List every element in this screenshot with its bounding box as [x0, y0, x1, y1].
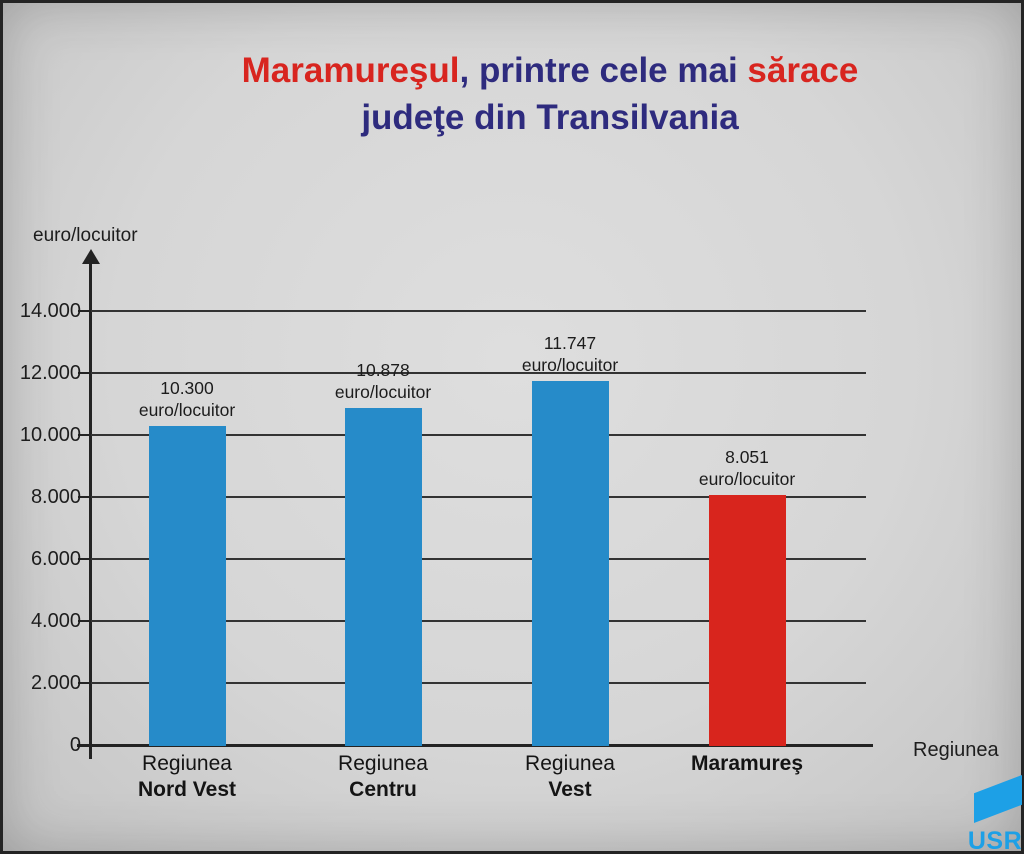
y-tick-label: 2.000	[30, 672, 81, 694]
usr-logo: USR	[963, 773, 1024, 857]
title-highlight-2: sărace	[747, 51, 859, 90]
bar-value: 11.747	[543, 332, 597, 353]
y-axis-tick	[78, 496, 91, 498]
gridline-8.000	[91, 496, 866, 498]
x-category-line: Regiunea	[142, 752, 232, 775]
gridline-14.000	[91, 310, 866, 312]
y-axis-tick	[78, 558, 91, 560]
x-category-line: Maramureş	[690, 752, 804, 775]
x-category-label: Maramureş	[632, 751, 862, 777]
y-axis-tick	[78, 620, 91, 622]
x-category-line: Vest	[548, 778, 592, 801]
bar-value: 10.300	[160, 377, 214, 398]
gridline-10.000	[91, 434, 866, 436]
gridline-12.000	[91, 372, 866, 374]
x-category-line: Regiunea	[338, 752, 428, 775]
y-axis-arrow-icon	[82, 249, 100, 264]
bar-value-label: 11.747 euro/locuitor	[460, 332, 680, 376]
bar-value: 8.051	[725, 447, 769, 468]
y-tick-label: 8.000	[30, 486, 81, 508]
y-axis-tick	[78, 434, 91, 436]
y-tick-label: 14.000	[19, 300, 81, 322]
y-tick-label: 12.000	[19, 362, 81, 384]
x-category-label: Regiunea Nord Vest	[72, 751, 302, 803]
y-tick-label: 0	[69, 734, 81, 756]
title-highlight-1: Maramureşul	[241, 51, 460, 90]
bar-value: 10.878	[356, 359, 410, 380]
bar-value-unit: euro/locuitor	[138, 399, 236, 420]
y-axis-tick	[78, 682, 91, 684]
bar-value-unit: euro/locuitor	[334, 381, 432, 402]
x-category-line: Centru	[349, 778, 417, 801]
bar-value-unit: euro/locuitor	[521, 354, 619, 375]
bar-regiunea-centru	[344, 407, 422, 746]
bar-value-unit: euro/locuitor	[698, 469, 796, 490]
y-axis-title: euro/locuitor	[33, 225, 138, 246]
title-line-2: judeţe din Transilvania	[361, 98, 739, 137]
x-axis-line	[77, 744, 873, 747]
y-axis-tick	[78, 372, 91, 374]
x-category-line: Regiunea	[525, 752, 615, 775]
title-text-1: , printre cele mai	[459, 51, 748, 90]
page-title: Maramureşul, printre cele mai sărace jud…	[73, 47, 1024, 141]
x-category-label: Regiunea Vest	[455, 751, 685, 803]
bar-value-label: 10.878 euro/locuitor	[273, 359, 493, 403]
y-axis-tick	[78, 310, 91, 312]
y-tick-label: 10.000	[19, 424, 81, 446]
y-axis-line	[89, 260, 92, 759]
y-tick-label: 4.000	[30, 610, 81, 632]
bar-regiunea-nord-vest	[148, 425, 226, 746]
gridline-2.000	[91, 682, 866, 684]
bar-regiunea-vest	[531, 380, 609, 746]
bar-value-label: 8.051 euro/locuitor	[637, 446, 857, 490]
usr-logo-text: USR	[967, 827, 1023, 855]
usr-flag-icon	[974, 775, 1022, 823]
gridline-6.000	[91, 558, 866, 560]
x-category-label: Regiunea Centru	[268, 751, 498, 803]
bar-value-label: 10.300 euro/locuitor	[77, 377, 297, 421]
x-category-line: Nord Vest	[137, 778, 237, 801]
x-axis-title: Regiunea	[913, 739, 999, 761]
gridline-4.000	[91, 620, 866, 622]
y-tick-label: 6.000	[30, 548, 81, 570]
bar-maramure-	[708, 495, 786, 746]
